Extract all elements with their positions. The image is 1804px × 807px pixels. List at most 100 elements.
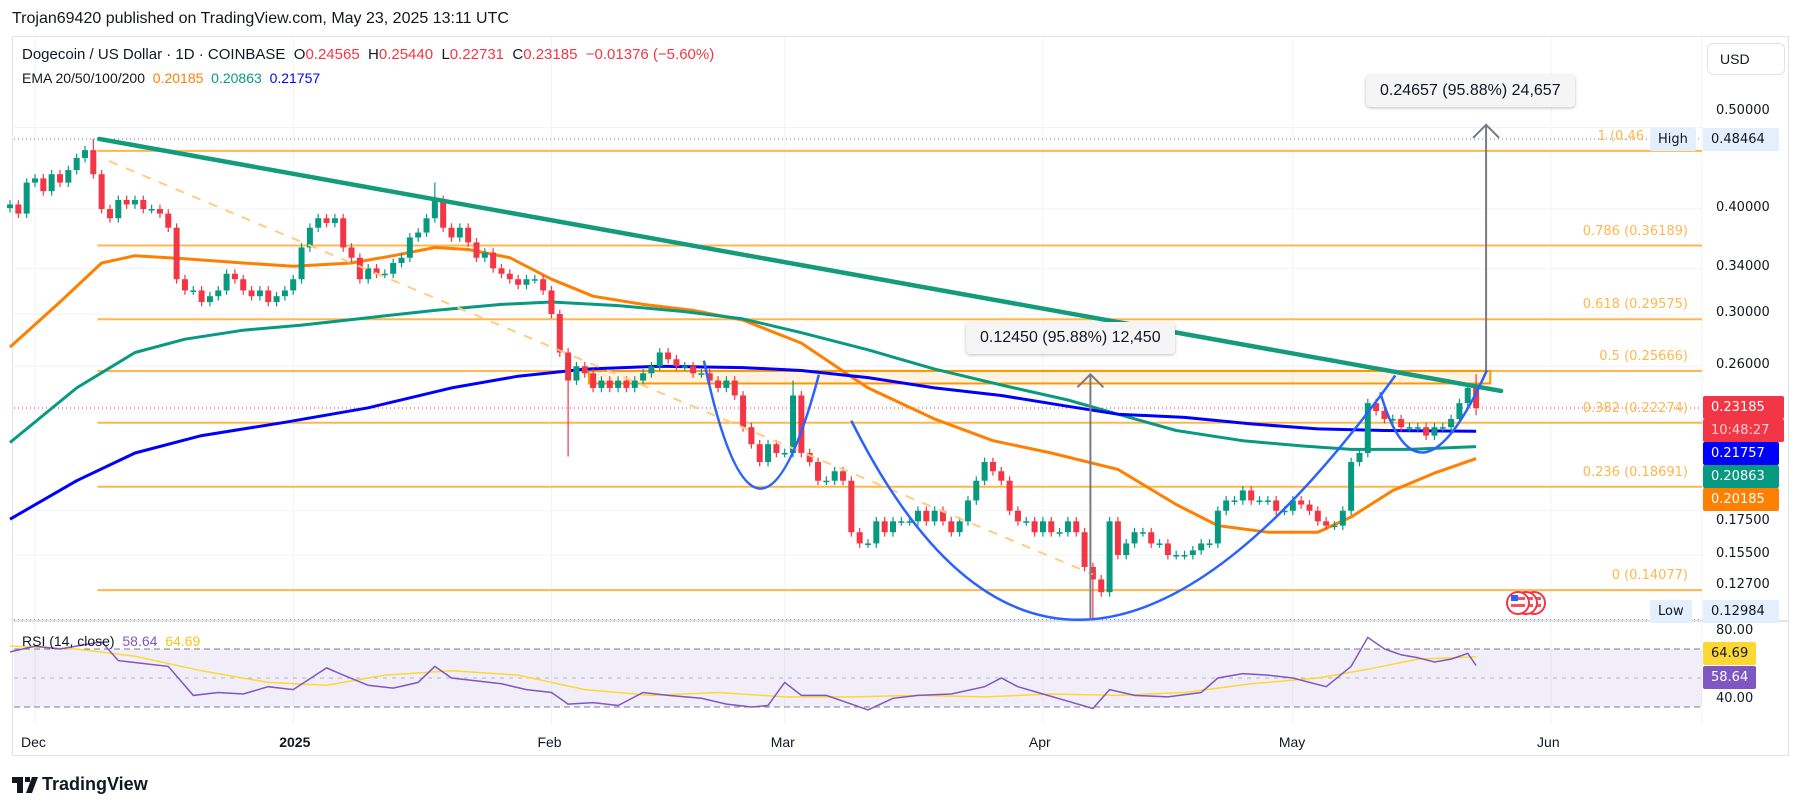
candle bbox=[1198, 539, 1205, 555]
candle bbox=[989, 457, 996, 476]
candle bbox=[515, 274, 522, 290]
candle bbox=[240, 274, 247, 295]
candle bbox=[98, 169, 105, 214]
rsi-legend[interactable]: RSI (14, close) 58.64 64.69 bbox=[22, 633, 200, 649]
candle bbox=[873, 516, 880, 548]
candle-body bbox=[1339, 510, 1346, 526]
candle-body bbox=[1456, 403, 1463, 420]
open-value: 0.24565 bbox=[305, 46, 360, 63]
candle bbox=[815, 457, 822, 486]
candle-body bbox=[948, 521, 955, 533]
price-axis-tick: 0.15500 bbox=[1716, 546, 1770, 562]
candle bbox=[1273, 496, 1280, 516]
candle-body bbox=[939, 510, 946, 522]
candle-body bbox=[956, 521, 963, 533]
candle-body bbox=[1098, 579, 1105, 593]
candle bbox=[1223, 496, 1230, 516]
time-axis-tick: May bbox=[1278, 734, 1306, 750]
rsi-ma-tag: 64.69 bbox=[1703, 642, 1757, 665]
candle bbox=[1039, 516, 1046, 537]
candle-body bbox=[1364, 403, 1371, 453]
candle-body bbox=[498, 268, 505, 274]
candle-body bbox=[831, 471, 838, 481]
candle-body bbox=[1264, 500, 1271, 502]
candle bbox=[481, 248, 488, 263]
fib-level-label: 0.618 (0.29575) bbox=[1582, 297, 1688, 313]
candle-body bbox=[323, 218, 330, 223]
candle-body bbox=[1248, 490, 1255, 501]
candle-body bbox=[906, 521, 913, 523]
rsi-axis-tick: 40.00 bbox=[1716, 691, 1754, 706]
candle-body bbox=[931, 510, 938, 522]
drawings bbox=[96, 123, 1546, 622]
candle-body bbox=[565, 352, 572, 381]
candle-body bbox=[548, 290, 555, 315]
bar-countdown: 10:48:27 bbox=[1703, 419, 1784, 442]
candle-body bbox=[765, 444, 772, 462]
candle-body bbox=[1431, 427, 1438, 436]
us-flag-icon bbox=[1506, 591, 1530, 615]
candle-body bbox=[1373, 403, 1380, 411]
candle-body bbox=[40, 178, 47, 192]
candle-body bbox=[848, 480, 855, 533]
candle bbox=[1423, 422, 1430, 441]
candle bbox=[648, 361, 655, 378]
candle bbox=[1339, 506, 1346, 531]
candle-body bbox=[964, 500, 971, 522]
open-label: O bbox=[293, 46, 306, 63]
candle bbox=[40, 174, 47, 196]
candle bbox=[348, 243, 355, 263]
candle-body bbox=[223, 273, 230, 291]
candle bbox=[65, 165, 72, 188]
candle bbox=[173, 223, 180, 284]
fib-level-label: 0.786 (0.36189) bbox=[1582, 223, 1688, 239]
candle-body bbox=[248, 290, 255, 297]
ema-legend[interactable]: EMA 20/50/100/200 0.20185 0.20863 0.2175… bbox=[22, 70, 320, 86]
candle-body bbox=[1231, 500, 1238, 502]
measure-label: 0.24657 (95.88%) 24,657 bbox=[1366, 75, 1575, 107]
candle bbox=[106, 204, 113, 223]
candle bbox=[1156, 539, 1163, 548]
candle bbox=[131, 195, 138, 209]
high-label: H bbox=[368, 46, 379, 63]
candle-body bbox=[181, 279, 188, 291]
candle-body bbox=[898, 521, 905, 523]
candle-body bbox=[1123, 543, 1130, 556]
arrow-head-icon bbox=[1076, 372, 1105, 388]
candle-body bbox=[423, 218, 430, 233]
candle-body bbox=[781, 452, 788, 455]
candle bbox=[456, 223, 463, 242]
candle-body bbox=[1414, 427, 1421, 429]
candle-body bbox=[540, 279, 547, 291]
tradingview-logo[interactable]: TradingView bbox=[12, 774, 148, 795]
candle bbox=[748, 422, 755, 449]
candle-body bbox=[1198, 543, 1205, 551]
candle bbox=[590, 368, 597, 393]
candle-body bbox=[606, 380, 613, 388]
ema200-value: 0.21757 bbox=[269, 70, 321, 86]
candle-body bbox=[590, 373, 597, 388]
fib-level-label: 0.382 (0.22274) bbox=[1582, 400, 1688, 416]
candle-body bbox=[390, 262, 397, 274]
candle-body bbox=[756, 444, 763, 462]
low-label: L bbox=[441, 46, 450, 63]
candle bbox=[398, 253, 405, 268]
candle bbox=[640, 368, 647, 385]
candle-body bbox=[1189, 550, 1196, 556]
candle bbox=[673, 354, 680, 371]
high-value: 0.25440 bbox=[378, 46, 434, 63]
currency-button[interactable]: USD bbox=[1707, 43, 1785, 75]
candle-body bbox=[1381, 410, 1388, 420]
candle-body bbox=[1164, 543, 1171, 556]
flag-canton bbox=[1511, 595, 1518, 601]
candle-body bbox=[1289, 500, 1296, 511]
candle-body bbox=[923, 510, 930, 522]
candle bbox=[231, 269, 238, 284]
candle-body bbox=[1031, 521, 1038, 533]
symbol-title[interactable]: Dogecoin / US Dollar · 1D · COINBASE bbox=[22, 46, 286, 63]
candle bbox=[331, 213, 338, 228]
ema-line-ema20 bbox=[8, 246, 1477, 534]
candle bbox=[423, 213, 430, 237]
candle-body bbox=[240, 279, 247, 291]
